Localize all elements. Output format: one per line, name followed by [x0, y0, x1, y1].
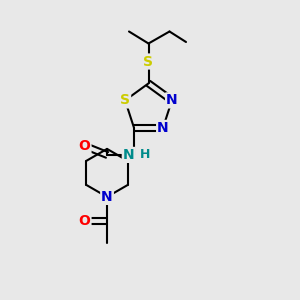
Text: O: O: [79, 214, 91, 228]
Text: N: N: [166, 93, 178, 107]
Text: N: N: [157, 121, 169, 135]
Text: O: O: [79, 139, 91, 153]
Text: S: S: [120, 93, 130, 107]
Text: S: S: [143, 55, 154, 68]
Text: H: H: [140, 148, 151, 161]
Text: N: N: [101, 190, 113, 204]
Text: N: N: [123, 148, 134, 162]
